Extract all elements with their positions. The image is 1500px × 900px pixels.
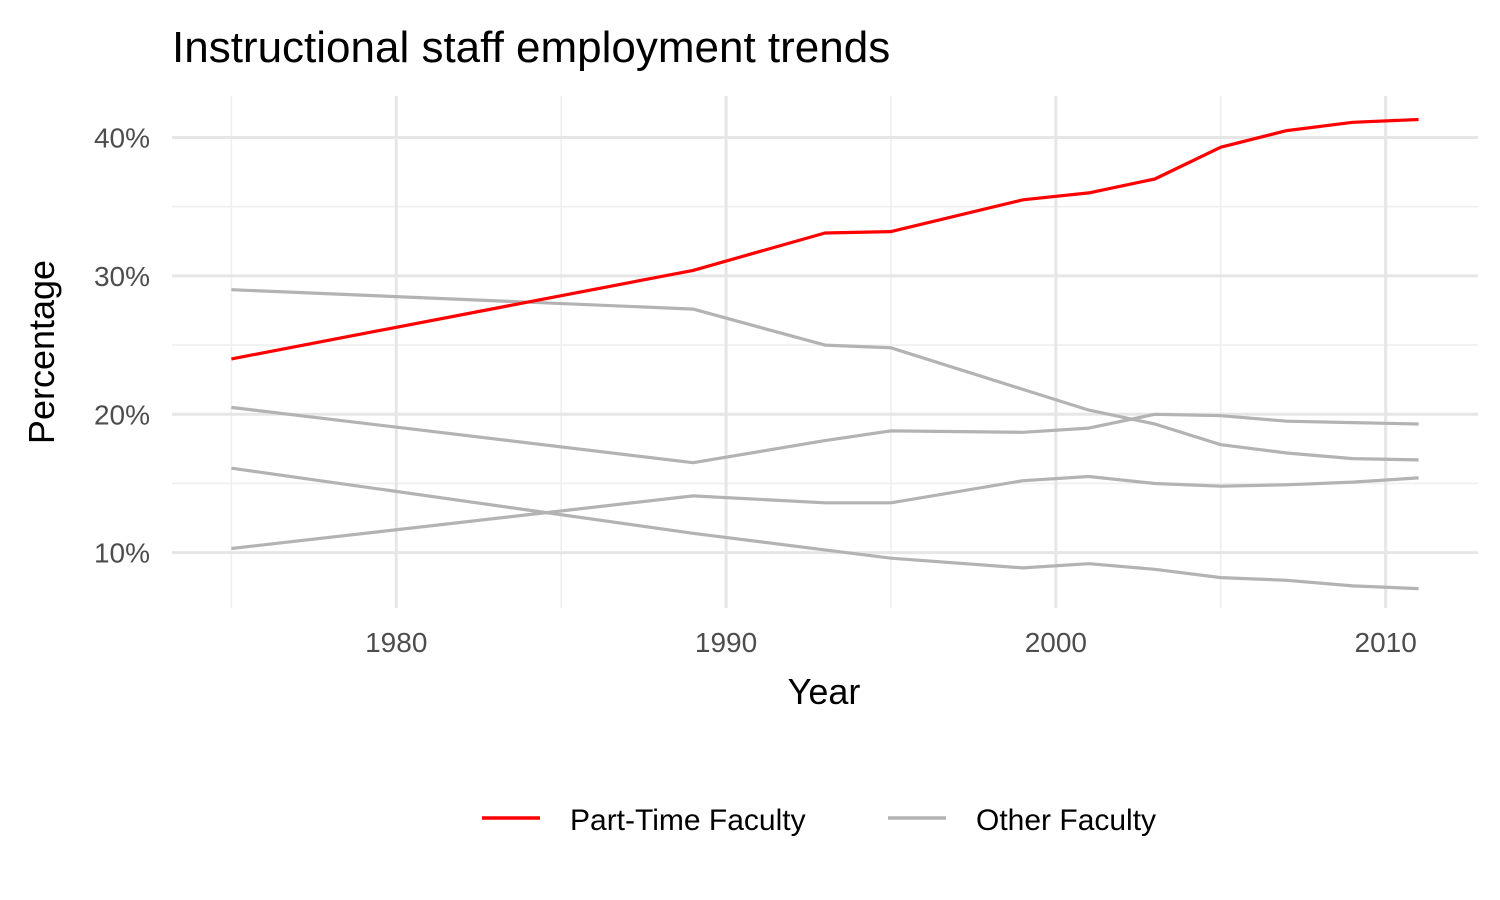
y-axis-title: Percentage [21, 260, 62, 444]
x-tick-label: 1990 [695, 627, 757, 658]
legend: Part-Time Faculty Other Faculty [482, 804, 1156, 837]
x-tick-label: 2000 [1025, 627, 1087, 658]
y-tick-label: 40% [94, 123, 150, 154]
legend-label: Other Faculty [976, 804, 1156, 837]
y-tick-label: 30% [94, 261, 150, 292]
series-line-other-faculty-1 [231, 288, 1419, 462]
series-line-other-faculty-2 [231, 405, 1419, 465]
x-tick-label: 1980 [365, 627, 427, 658]
y-axis-ticks: 10% 20% 30% 40% [94, 123, 150, 569]
x-axis-ticks: 1980 1990 2000 2010 [365, 627, 1417, 658]
legend-label: Part-Time Faculty [570, 804, 806, 837]
grid [172, 96, 1478, 608]
series-line-part-time-faculty [231, 117, 1419, 361]
series-line-other-faculty-3 [231, 466, 1419, 591]
chart-title: Instructional staff employment trends [172, 23, 890, 72]
y-tick-label: 10% [94, 538, 150, 569]
x-axis-title: Year [788, 671, 861, 712]
y-tick-label: 20% [94, 399, 150, 430]
x-tick-label: 2010 [1355, 627, 1417, 658]
series-line-other-faculty-4 [231, 474, 1419, 551]
series-lines [231, 117, 1419, 591]
